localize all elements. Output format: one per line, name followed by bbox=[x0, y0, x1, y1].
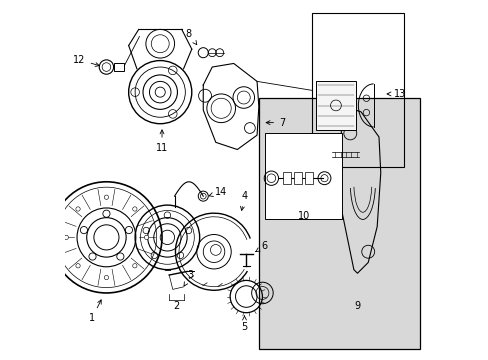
Text: 11: 11 bbox=[156, 130, 168, 153]
Text: 6: 6 bbox=[255, 241, 267, 252]
Bar bbox=[304, 172, 312, 184]
Text: 1: 1 bbox=[89, 300, 101, 323]
Circle shape bbox=[76, 264, 80, 268]
Text: 13: 13 bbox=[386, 89, 406, 99]
Bar bbox=[113, 63, 123, 71]
Bar bbox=[258, 98, 419, 348]
Bar bbox=[311, 13, 404, 167]
Text: 9: 9 bbox=[354, 301, 360, 311]
Circle shape bbox=[104, 195, 108, 199]
Circle shape bbox=[132, 207, 137, 211]
Text: 2: 2 bbox=[173, 301, 179, 311]
Circle shape bbox=[144, 235, 148, 239]
Text: 14: 14 bbox=[209, 187, 227, 197]
Circle shape bbox=[132, 264, 137, 268]
Text: 10: 10 bbox=[297, 211, 309, 221]
Bar bbox=[283, 172, 290, 184]
Text: 8: 8 bbox=[185, 29, 196, 45]
Circle shape bbox=[64, 235, 68, 239]
Text: 12: 12 bbox=[73, 55, 99, 66]
Circle shape bbox=[104, 275, 108, 280]
Text: 7: 7 bbox=[265, 118, 285, 128]
Bar bbox=[265, 134, 342, 220]
Bar bbox=[316, 81, 355, 130]
Text: 3: 3 bbox=[183, 270, 193, 286]
Text: 5: 5 bbox=[241, 316, 247, 332]
Bar bbox=[293, 172, 301, 184]
Circle shape bbox=[76, 207, 80, 211]
Text: 4: 4 bbox=[240, 191, 247, 211]
